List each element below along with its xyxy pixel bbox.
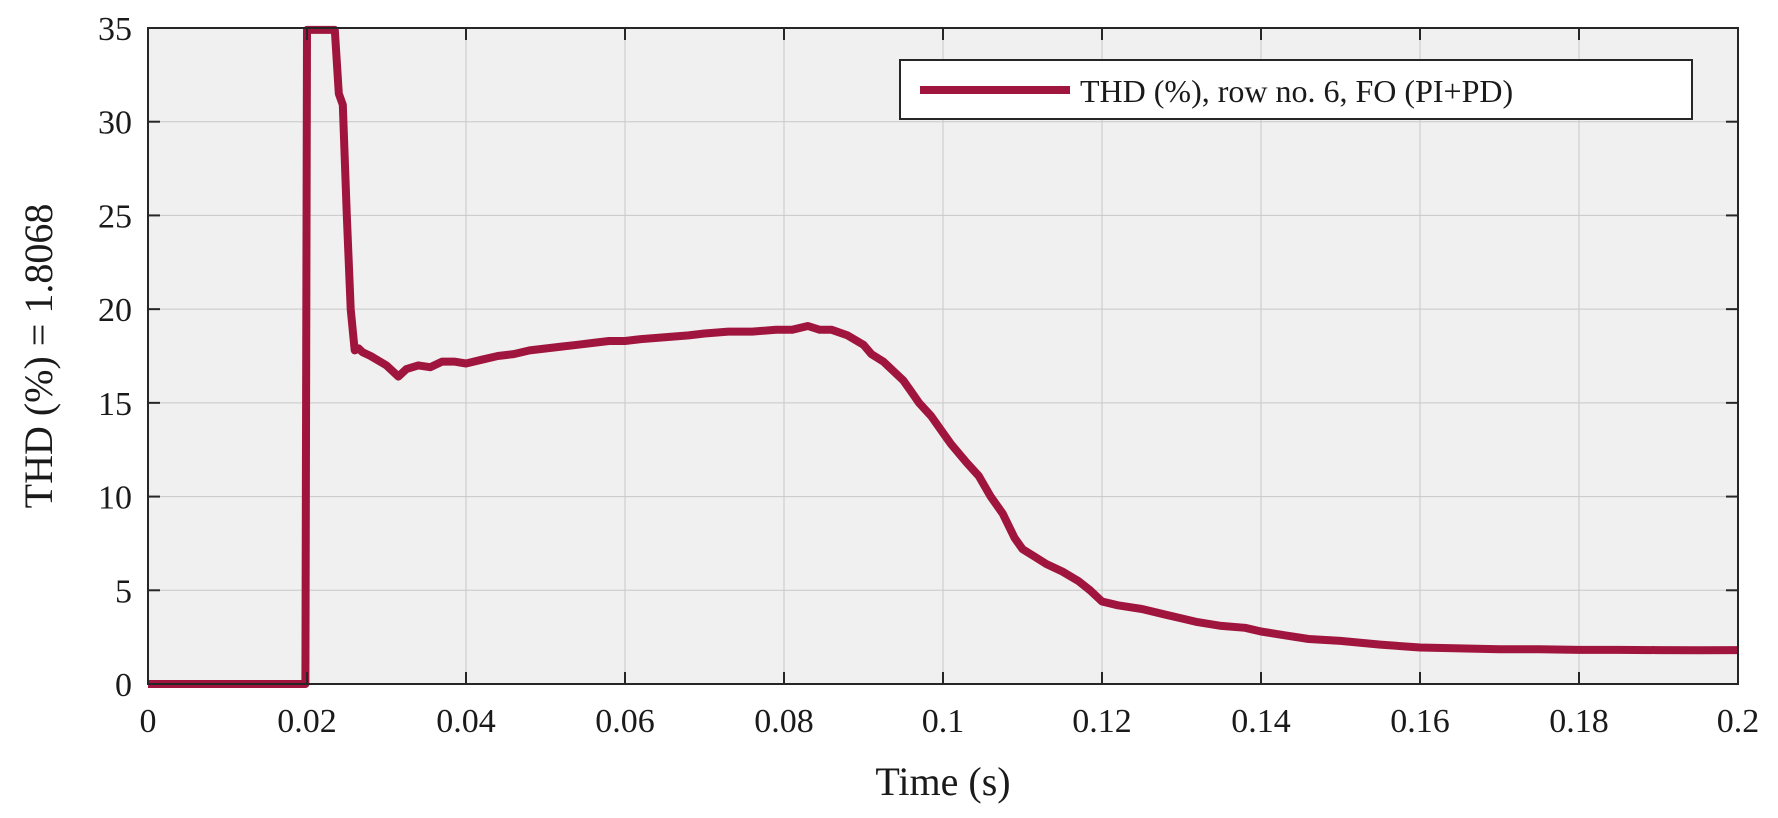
y-tick-label: 20 <box>98 292 132 329</box>
legend: THD (%), row no. 6, FO (PI+PD) <box>899 59 1693 120</box>
x-axis-title: Time (s) <box>875 759 1010 804</box>
x-tick-label: 0.2 <box>1717 703 1760 740</box>
y-axis-title: THD (%) = 1.8068 <box>16 204 61 509</box>
series-layer <box>148 25 1739 688</box>
x-tick-labels: 0 0.02 0.04 0.06 0.08 0.1 0.12 0.14 0.16 0.18 0.2 <box>140 703 1760 740</box>
y-tick-label: 10 <box>98 480 132 517</box>
x-tick-label: 0.12 <box>1072 703 1132 740</box>
legend-entry-label: THD (%), row no. 6, FO (PI+PD) <box>1080 73 1513 109</box>
x-tick-label: 0.04 <box>436 703 496 740</box>
x-tick-label: 0.02 <box>277 703 337 740</box>
series-line-thd <box>148 25 1739 688</box>
x-tick-label: 0.14 <box>1231 703 1291 740</box>
y-tick-label: 5 <box>115 573 132 610</box>
x-tick-label: 0 <box>140 703 157 740</box>
grid-lines <box>148 28 1738 684</box>
y-tick-label: 0 <box>115 667 132 704</box>
tick-marks <box>147 27 1739 685</box>
x-tick-label: 0.06 <box>595 703 655 740</box>
x-tick-label: 0.18 <box>1549 703 1609 740</box>
y-tick-label: 35 <box>98 11 132 48</box>
y-tick-label: 30 <box>98 105 132 142</box>
y-tick-label: 15 <box>98 386 132 423</box>
x-tick-label: 0.08 <box>754 703 814 740</box>
x-tick-label: 0.1 <box>922 703 965 740</box>
y-tick-label: 25 <box>98 198 132 235</box>
y-tick-labels: 0 5 10 15 20 25 30 35 <box>98 11 132 704</box>
x-tick-label: 0.16 <box>1390 703 1450 740</box>
